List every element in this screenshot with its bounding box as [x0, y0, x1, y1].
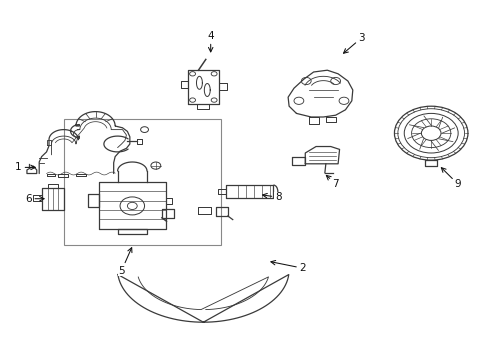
Text: 6: 6 — [25, 194, 44, 204]
Text: 1: 1 — [15, 162, 35, 172]
Text: 2: 2 — [271, 261, 306, 273]
Text: 5: 5 — [118, 248, 132, 276]
Text: 3: 3 — [343, 33, 365, 53]
Text: 7: 7 — [326, 175, 339, 189]
Text: 8: 8 — [263, 192, 282, 202]
Text: 9: 9 — [441, 168, 462, 189]
Text: 4: 4 — [207, 31, 214, 52]
Bar — [64, 119, 220, 245]
